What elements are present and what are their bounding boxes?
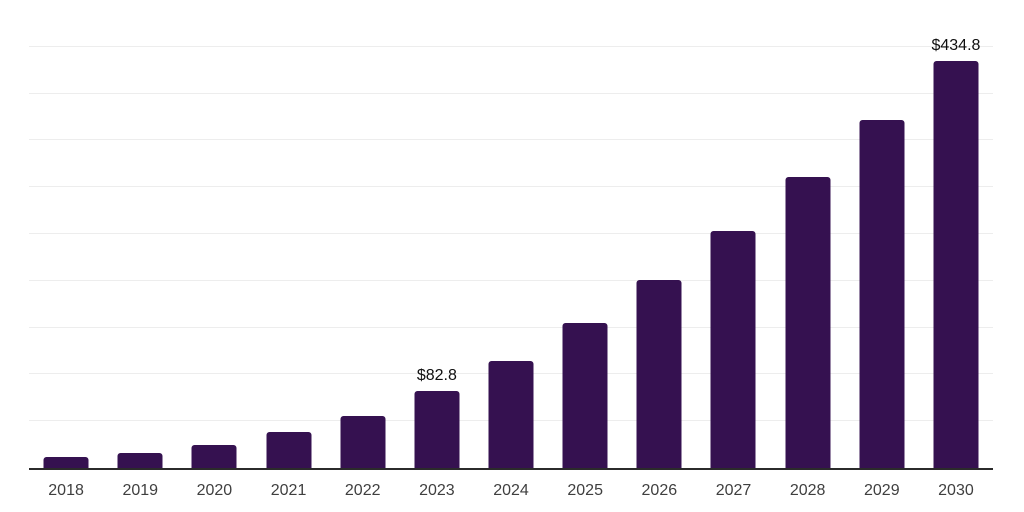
- bar-2019[interactable]: [117, 452, 163, 468]
- bar-group-2019: [103, 2, 177, 468]
- x-tick-2025: 2025: [567, 482, 603, 499]
- plot-area: $82.8 $434.8: [29, 2, 993, 470]
- bar-group-2028: [771, 2, 845, 468]
- bar-2023[interactable]: [414, 390, 460, 468]
- bar-group-2018: [29, 2, 103, 468]
- bar-2027[interactable]: [710, 231, 756, 468]
- x-tick-2022: 2022: [344, 482, 381, 499]
- bar-group-2021: [251, 2, 325, 468]
- bar-group-2029: [845, 2, 919, 468]
- gridline-400: [29, 92, 993, 94]
- data-label-2030: $434.8: [931, 37, 981, 55]
- x-tick-2027: 2027: [715, 482, 752, 499]
- x-tick-2028: 2028: [789, 482, 826, 499]
- bar-2024[interactable]: [488, 360, 534, 468]
- x-axis-labels: 2018 2019 2020 2021 2022 2023 2024 2025 2026 2027…: [29, 482, 993, 500]
- bar-group-2025: [548, 2, 622, 468]
- x-tick-2023: 2023: [419, 482, 455, 499]
- x-tick-2024: 2024: [493, 482, 529, 499]
- x-tick-2019: 2019: [122, 482, 159, 499]
- bar-group-2026: [622, 2, 696, 468]
- bar-group-2027: [696, 2, 770, 468]
- bar-group-2020: [177, 2, 251, 468]
- bar-2022[interactable]: [340, 415, 386, 468]
- bar-group-2022: [326, 2, 400, 468]
- x-tick-2018: 2018: [48, 482, 84, 499]
- bar-2030[interactable]: [933, 61, 979, 468]
- bar-2026[interactable]: [636, 279, 682, 468]
- bar-2018[interactable]: [43, 457, 89, 468]
- bars-row: $82.8 $434.8: [29, 2, 993, 468]
- x-tick-2020: 2020: [196, 482, 233, 499]
- x-tick-2021: 2021: [270, 482, 307, 499]
- data-label-2023: $82.8: [416, 366, 457, 384]
- gridline-200: [29, 279, 993, 281]
- bar-2029[interactable]: [859, 120, 905, 468]
- gridline-300: [29, 186, 993, 188]
- x-tick-2026: 2026: [641, 482, 678, 499]
- bar-group-2030: $434.8: [919, 2, 993, 468]
- bar-group-2024: [474, 2, 548, 468]
- bar-group-2023: $82.8: [400, 2, 474, 468]
- bar-2020[interactable]: [191, 444, 237, 468]
- bar-2028[interactable]: [785, 177, 831, 468]
- bar-2025[interactable]: [562, 322, 608, 468]
- gridline-350: [29, 139, 993, 141]
- x-tick-2030: 2030: [938, 482, 974, 499]
- gridline-450: [29, 45, 993, 47]
- x-tick-2029: 2029: [864, 482, 900, 499]
- gridline-250: [29, 233, 993, 234]
- bar-2021[interactable]: [266, 432, 312, 468]
- gridline-150: [29, 326, 993, 328]
